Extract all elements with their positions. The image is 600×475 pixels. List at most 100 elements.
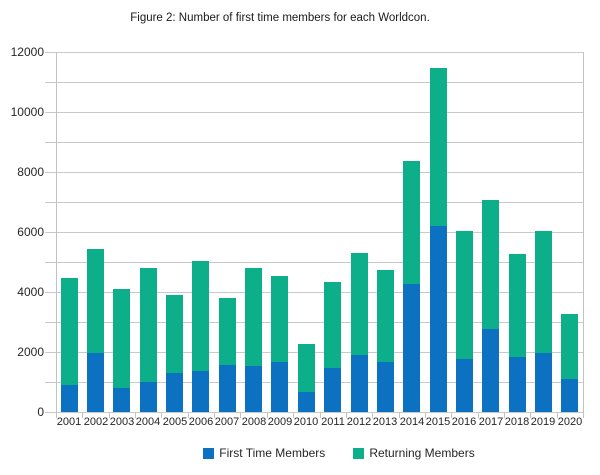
x-axis-tick-13 [399, 412, 400, 418]
bar-2017-returning-members [482, 200, 499, 329]
gridline-12000 [45, 52, 583, 53]
bar-2020-returning-members [561, 314, 578, 379]
x-axis-tick-1 [82, 412, 83, 418]
y-axis-label-10000: 10000 [10, 105, 44, 119]
bar-2012-returning-members [351, 253, 368, 355]
x-axis-tick-4 [161, 412, 162, 418]
x-axis-label-2001: 2001 [56, 416, 82, 428]
bar-2004-first-time-members [140, 382, 157, 412]
bar-2006-first-time-members [192, 371, 209, 412]
bar-2001-returning-members [61, 278, 78, 385]
bar-2007-returning-members [219, 298, 236, 365]
gridline-11000 [45, 82, 583, 83]
gridline-9000 [45, 142, 583, 143]
x-axis-label-2006: 2006 [188, 416, 214, 428]
bar-2013-first-time-members [377, 362, 394, 412]
bar-2008-first-time-members [245, 366, 262, 412]
legend: First Time Members Returning Members [0, 446, 600, 460]
bar-2007-first-time-members [219, 365, 236, 412]
x-axis-label-2008: 2008 [241, 416, 267, 428]
bar-2010-first-time-members [298, 392, 315, 412]
x-axis-label-2018: 2018 [504, 416, 530, 428]
gridline-8000 [45, 172, 583, 173]
bar-2006-returning-members [192, 261, 209, 371]
y-axis-label-12000: 12000 [10, 45, 44, 59]
x-axis-tick-18 [530, 412, 531, 418]
legend-item-first-time-members: First Time Members [203, 446, 325, 460]
x-axis-label-2009: 2009 [267, 416, 293, 428]
bar-2016-first-time-members [456, 359, 473, 412]
bar-2003-first-time-members [113, 388, 130, 412]
y-axis-label-4000: 4000 [17, 285, 44, 299]
y-axis-label-0: 0 [37, 405, 44, 419]
plot-right-border [583, 52, 584, 412]
bar-2004-returning-members [140, 268, 157, 382]
x-axis-label-2005: 2005 [162, 416, 188, 428]
bar-2013-returning-members [377, 270, 394, 362]
bar-2019-first-time-members [535, 353, 552, 412]
bar-2020-first-time-members [561, 379, 578, 412]
y-axis-label-8000: 8000 [17, 165, 44, 179]
x-axis-label-2010: 2010 [293, 416, 319, 428]
y-axis-label-2000: 2000 [17, 345, 44, 359]
gridline-6000 [45, 232, 583, 233]
x-axis-tick-0 [56, 412, 57, 418]
bar-2015-returning-members [430, 68, 447, 226]
legend-label-returning-members: Returning Members [369, 446, 475, 460]
x-axis-label-2002: 2002 [83, 416, 109, 428]
x-axis-tick-10 [320, 412, 321, 418]
x-axis-label-2019: 2019 [530, 416, 556, 428]
bar-2003-returning-members [113, 289, 130, 388]
x-axis-label-2013: 2013 [372, 416, 398, 428]
x-axis-tick-14 [425, 412, 426, 418]
chart-title: Figure 2: Number of first time members f… [130, 12, 430, 24]
x-axis-tick-12 [372, 412, 373, 418]
bar-2015-first-time-members [430, 226, 447, 412]
x-axis-tick-8 [267, 412, 268, 418]
x-axis-tick-6 [214, 412, 215, 418]
gridline-7000 [45, 202, 583, 203]
x-axis-tick-2 [109, 412, 110, 418]
bar-2008-returning-members [245, 268, 262, 366]
bar-2005-returning-members [166, 295, 183, 373]
gridline-3000 [45, 322, 583, 323]
x-axis-tick-16 [478, 412, 479, 418]
bar-2014-first-time-members [403, 284, 420, 412]
legend-item-returning-members: Returning Members [353, 446, 475, 460]
bar-2018-returning-members [509, 254, 526, 357]
x-axis-label-2020: 2020 [557, 416, 583, 428]
gridline-10000 [45, 112, 583, 113]
bar-2010-returning-members [298, 344, 315, 392]
bar-2011-first-time-members [324, 368, 341, 412]
bar-2019-returning-members [535, 231, 552, 353]
bar-2005-first-time-members [166, 373, 183, 412]
bar-2012-first-time-members [351, 355, 368, 412]
bar-2009-first-time-members [271, 362, 288, 412]
bar-2018-first-time-members [509, 357, 526, 412]
x-axis-label-2012: 2012 [346, 416, 372, 428]
y-axis-label-6000: 6000 [17, 225, 44, 239]
gridline-4000 [45, 292, 583, 293]
x-axis-label-2011: 2011 [321, 416, 345, 428]
x-axis-tick-15 [451, 412, 452, 418]
x-axis-tick-19 [557, 412, 558, 418]
y-axis-line [56, 52, 57, 418]
x-axis-label-2004: 2004 [135, 416, 161, 428]
gridline-0 [45, 412, 583, 413]
bar-2014-returning-members [403, 161, 420, 284]
x-axis-label-2014: 2014 [399, 416, 425, 428]
x-axis-tick-20 [583, 412, 584, 418]
bar-2017-first-time-members [482, 329, 499, 412]
legend-label-first-time-members: First Time Members [219, 446, 326, 460]
x-axis-tick-7 [240, 412, 241, 418]
x-axis-tick-9 [293, 412, 294, 418]
first-time-members-swatch-icon [203, 447, 215, 459]
x-axis-label-2016: 2016 [451, 416, 477, 428]
bar-2016-returning-members [456, 231, 473, 359]
bar-2002-returning-members [87, 249, 104, 353]
x-axis-label-2003: 2003 [109, 416, 135, 428]
bar-2011-returning-members [324, 282, 341, 368]
bar-2001-first-time-members [61, 385, 78, 412]
bar-2002-first-time-members [87, 353, 104, 412]
